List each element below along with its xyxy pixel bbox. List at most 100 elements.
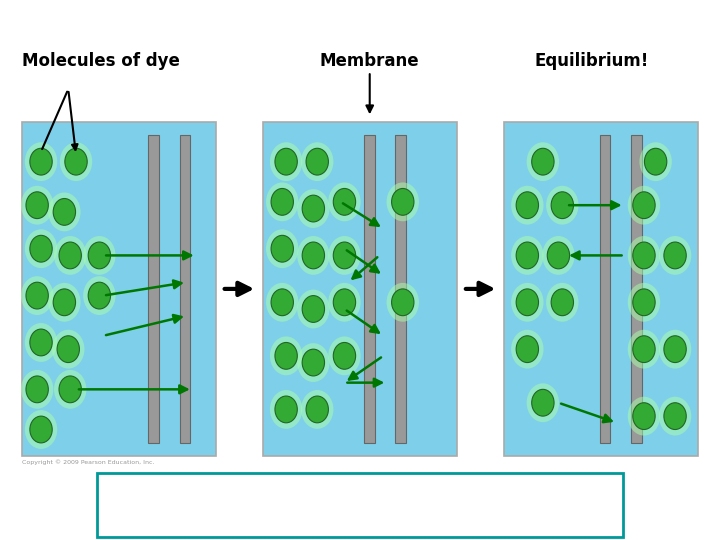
Ellipse shape <box>301 142 333 181</box>
Ellipse shape <box>333 188 356 215</box>
Ellipse shape <box>266 283 299 322</box>
Ellipse shape <box>24 323 58 362</box>
Ellipse shape <box>392 289 414 316</box>
Ellipse shape <box>275 396 297 423</box>
Bar <box>148 135 159 443</box>
Ellipse shape <box>516 242 539 269</box>
Ellipse shape <box>48 192 81 231</box>
Ellipse shape <box>53 199 76 225</box>
Ellipse shape <box>639 142 672 181</box>
Ellipse shape <box>328 236 361 275</box>
Ellipse shape <box>333 289 356 316</box>
Ellipse shape <box>57 336 79 362</box>
Text: Molecules of dye: Molecules of dye <box>22 52 179 70</box>
Ellipse shape <box>301 390 333 429</box>
Bar <box>22 122 216 456</box>
Ellipse shape <box>511 330 544 369</box>
Ellipse shape <box>551 289 574 316</box>
Ellipse shape <box>270 390 302 429</box>
Ellipse shape <box>24 230 58 268</box>
Ellipse shape <box>633 192 655 219</box>
Ellipse shape <box>546 283 579 322</box>
Ellipse shape <box>297 189 330 228</box>
Ellipse shape <box>21 370 53 409</box>
Bar <box>504 122 698 456</box>
Ellipse shape <box>48 283 81 322</box>
Ellipse shape <box>271 188 294 215</box>
Ellipse shape <box>551 192 574 219</box>
Ellipse shape <box>302 242 325 269</box>
Bar <box>364 135 375 443</box>
Ellipse shape <box>297 236 330 275</box>
Ellipse shape <box>633 403 655 429</box>
Ellipse shape <box>24 410 58 449</box>
Ellipse shape <box>328 183 361 221</box>
Ellipse shape <box>644 148 667 175</box>
Ellipse shape <box>633 289 655 316</box>
Text: Membrane: Membrane <box>320 52 420 70</box>
Ellipse shape <box>88 242 111 269</box>
Ellipse shape <box>387 283 419 322</box>
Ellipse shape <box>88 282 111 309</box>
Ellipse shape <box>542 236 575 275</box>
Ellipse shape <box>275 342 297 369</box>
Ellipse shape <box>306 396 328 423</box>
Ellipse shape <box>24 142 58 181</box>
Ellipse shape <box>328 283 361 322</box>
Bar <box>631 135 642 443</box>
Ellipse shape <box>54 370 86 409</box>
Ellipse shape <box>526 383 559 422</box>
Ellipse shape <box>30 329 53 356</box>
Ellipse shape <box>531 389 554 416</box>
Ellipse shape <box>270 142 302 181</box>
Ellipse shape <box>659 236 691 275</box>
Ellipse shape <box>659 397 691 436</box>
Ellipse shape <box>628 236 660 275</box>
Ellipse shape <box>30 148 53 175</box>
Ellipse shape <box>511 186 544 225</box>
Ellipse shape <box>83 276 116 315</box>
Ellipse shape <box>628 397 660 436</box>
Ellipse shape <box>21 186 53 225</box>
Ellipse shape <box>628 283 660 322</box>
Ellipse shape <box>531 148 554 175</box>
Ellipse shape <box>270 336 302 375</box>
Ellipse shape <box>30 235 53 262</box>
Ellipse shape <box>302 195 325 222</box>
Ellipse shape <box>392 188 414 215</box>
Ellipse shape <box>628 330 660 369</box>
Ellipse shape <box>26 192 48 219</box>
Ellipse shape <box>275 148 297 175</box>
Ellipse shape <box>511 236 544 275</box>
Ellipse shape <box>65 148 87 175</box>
Bar <box>395 135 406 443</box>
Ellipse shape <box>266 230 299 268</box>
Ellipse shape <box>306 148 328 175</box>
FancyBboxPatch shape <box>97 472 623 537</box>
Ellipse shape <box>633 336 655 362</box>
Ellipse shape <box>516 336 539 362</box>
Text: Equilibrium!: Equilibrium! <box>534 52 649 70</box>
Bar <box>600 135 611 443</box>
Ellipse shape <box>516 289 539 316</box>
Bar <box>263 122 457 456</box>
Text: Copyright © 2009 Pearson Education, Inc.: Copyright © 2009 Pearson Education, Inc. <box>22 459 154 464</box>
Ellipse shape <box>664 242 686 269</box>
Ellipse shape <box>26 282 48 309</box>
Ellipse shape <box>547 242 570 269</box>
Ellipse shape <box>328 336 361 375</box>
Ellipse shape <box>664 336 686 362</box>
Ellipse shape <box>30 416 53 443</box>
Ellipse shape <box>297 289 330 328</box>
Ellipse shape <box>271 235 294 262</box>
Ellipse shape <box>21 276 53 315</box>
Ellipse shape <box>26 376 48 403</box>
Bar <box>179 135 190 443</box>
Ellipse shape <box>659 330 691 369</box>
Ellipse shape <box>266 183 299 221</box>
Ellipse shape <box>387 183 419 221</box>
Ellipse shape <box>546 186 579 225</box>
Text: Passive transport of one type of molecule: Passive transport of one type of molecul… <box>148 496 572 514</box>
Ellipse shape <box>83 236 116 275</box>
Ellipse shape <box>628 186 660 225</box>
